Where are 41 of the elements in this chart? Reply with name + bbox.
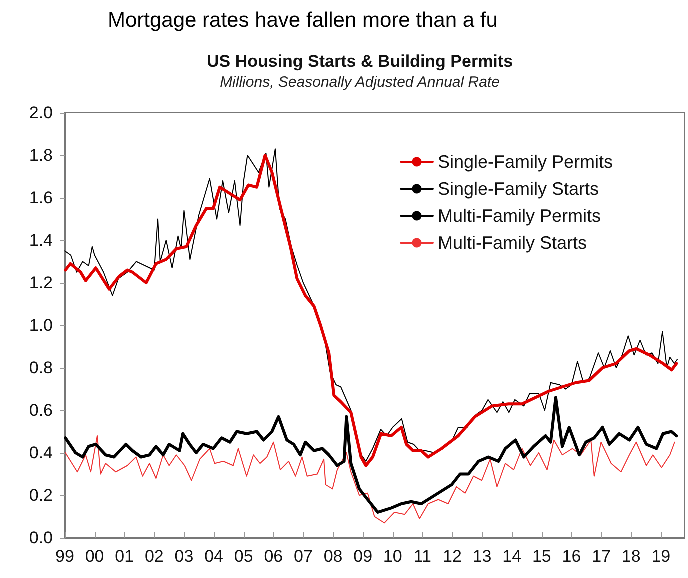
x-tick-label: 99 — [56, 547, 74, 566]
y-tick-label: 1.2 — [29, 274, 53, 292]
y-tick-label: 1.6 — [29, 188, 53, 208]
y-tick-label: 2.0 — [29, 104, 53, 122]
x-tick-label: 19 — [652, 547, 671, 566]
x-tick-label: 10 — [383, 547, 402, 566]
line-series — [64, 396, 678, 514]
x-tick-label: 12 — [443, 547, 462, 566]
x-tick-label: 17 — [592, 547, 611, 566]
x-tick-label: 03 — [174, 547, 194, 566]
y-tick-label: 1.8 — [29, 146, 53, 165]
y-tick-label: 0.2 — [29, 486, 53, 505]
x-tick-label: 13 — [472, 547, 492, 566]
y-tick-label: 0.0 — [29, 528, 53, 548]
x-tick-label: 07 — [294, 547, 313, 566]
x-tick-label: 16 — [562, 547, 582, 566]
legend-label: Single-Family Permits — [438, 152, 614, 172]
x-tick-label: 18 — [622, 547, 641, 566]
x-tick-label: 09 — [354, 547, 373, 566]
chart-title: US Housing Starts & Building Permits — [206, 52, 514, 71]
y-tick-label: 1.4 — [29, 231, 53, 250]
legend-label: Single-Family Starts — [438, 179, 600, 199]
x-tick-label: 14 — [502, 547, 522, 566]
text: Mortgage rates have fallen more than a fu — [108, 9, 498, 32]
x-tick-label: 15 — [532, 547, 552, 566]
y-tick-label: 0.4 — [29, 444, 53, 462]
chart-subtitle: Millions, Seasonally Adjusted Annual Rate — [220, 74, 500, 91]
x-tick-label: 00 — [85, 547, 104, 566]
x-tick-label: 05 — [234, 547, 254, 566]
x-tick-label: 08 — [324, 547, 343, 566]
y-tick-label: 0.8 — [29, 358, 53, 378]
y-tick-label: 0.6 — [29, 401, 53, 420]
x-tick-label: 11 — [414, 547, 432, 566]
line-series — [65, 436, 676, 524]
x-tick-label: 06 — [264, 547, 284, 566]
legend-label: Multi-Family Starts — [438, 233, 587, 253]
x-tick-label: 02 — [144, 547, 164, 566]
x-tick-label: 01 — [115, 547, 134, 566]
y-tick-label: 1.0 — [29, 316, 53, 335]
legend-label: Multi-Family Permits — [438, 206, 601, 226]
x-tick-label: 04 — [204, 547, 224, 566]
